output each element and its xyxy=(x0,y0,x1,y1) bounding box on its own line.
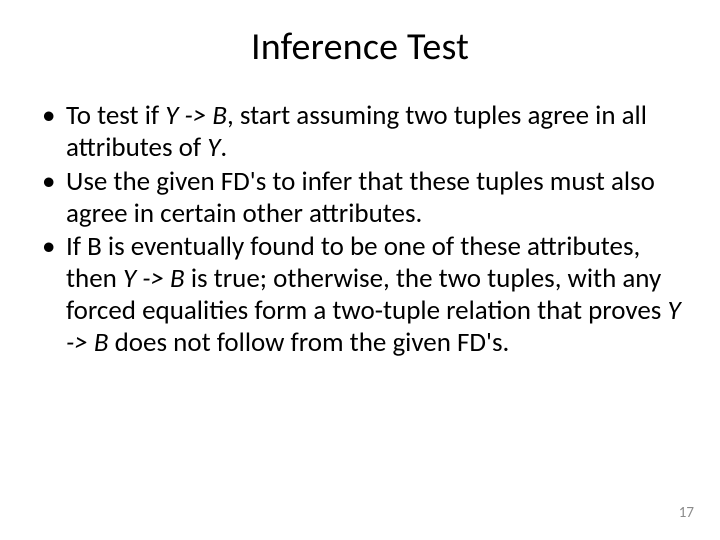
bullet-text-italic: Y -> B xyxy=(165,99,227,132)
bullet-item: Use the given FD's to infer that these t… xyxy=(42,166,686,230)
page-number: 17 xyxy=(679,504,694,522)
bullet-text-tail-post: does not follow from the given FD's. xyxy=(109,326,510,359)
bullet-text-pre: To test if xyxy=(66,99,165,132)
bullet-item: If B is eventually found to be one of th… xyxy=(42,231,686,358)
bullet-text-italic: Y -> B xyxy=(123,262,185,295)
bullet-text-tail-post: . xyxy=(220,131,227,164)
bullet-text: Use the given FD's to infer that these t… xyxy=(66,165,655,230)
bullet-item: To test if Y -> B, start assuming two tu… xyxy=(42,100,686,164)
bullet-list: To test if Y -> B, start assuming two tu… xyxy=(34,100,686,359)
slide-container: Inference Test To test if Y -> B, start … xyxy=(0,0,720,540)
slide-title: Inference Test xyxy=(34,24,686,70)
bullet-text-tail-italic: Y xyxy=(207,131,220,164)
